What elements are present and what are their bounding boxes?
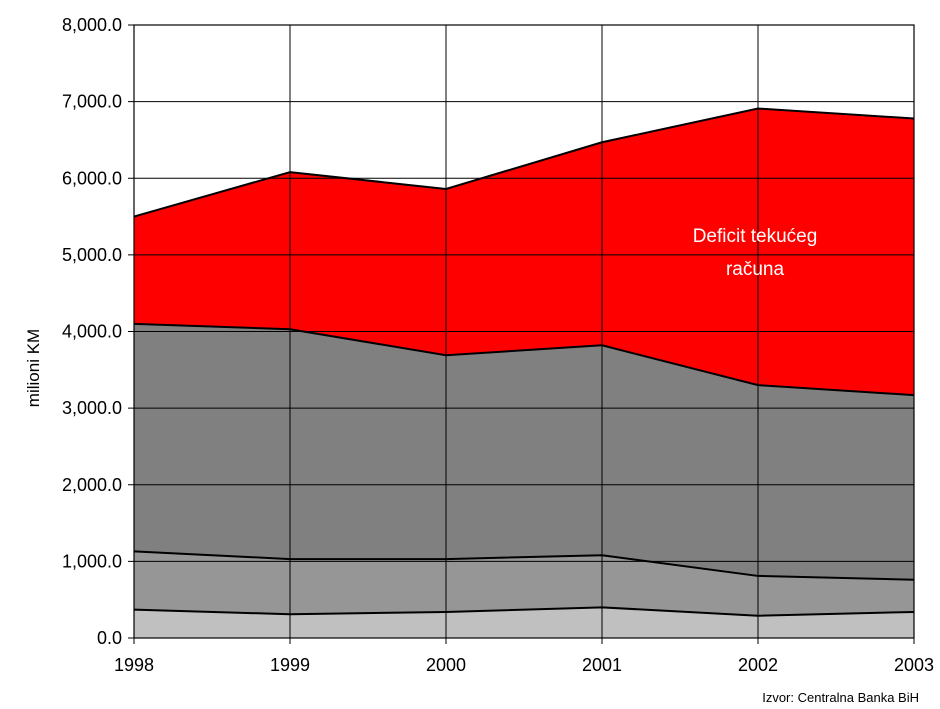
- y-tick-label: 0.0: [97, 628, 122, 648]
- area-series-4: [134, 108, 914, 396]
- series-line-3: [133, 322, 915, 397]
- area-series-3: [134, 323, 914, 580]
- gridlines: [134, 25, 914, 638]
- y-tick-label: 7,000.0: [62, 92, 122, 112]
- y-tick-label: 8,000.0: [62, 15, 122, 35]
- x-tick-label: 2000: [426, 655, 466, 675]
- source-note: Izvor: Centralna Banka BiH: [762, 690, 919, 705]
- y-tick-label: 3,000.0: [62, 398, 122, 418]
- series-outlines: [133, 107, 915, 617]
- x-tick-label: 1999: [270, 655, 310, 675]
- x-tick-label: 2001: [582, 655, 622, 675]
- x-axis-ticks: 1998 1999 2000 2001 2002 2003: [114, 638, 934, 675]
- area-series-1: [134, 607, 914, 638]
- y-tick-label: 6,000.0: [62, 168, 122, 188]
- annotations: Deficit tekućeg računa: [693, 226, 818, 280]
- area-layer: [134, 108, 914, 638]
- series-line-2: [133, 550, 915, 581]
- series-line-1: [133, 606, 915, 617]
- series-line-4: [133, 107, 915, 218]
- y-tick-label: 2,000.0: [62, 475, 122, 495]
- x-tick-label: 2002: [738, 655, 778, 675]
- y-tick-label: 1,000.0: [62, 551, 122, 571]
- x-tick-label: 2003: [894, 655, 934, 675]
- y-axis-title: milioni KM: [24, 329, 43, 407]
- deficit-annotation-line: Deficit tekućeg: [693, 226, 818, 247]
- area-series-2: [134, 551, 914, 616]
- y-axis-ticks: 0.0 1,000.0 2,000.0 3,000.0 4,000.0 5,000.0 6,…: [62, 15, 134, 648]
- deficit-annotation-line: računa: [726, 259, 785, 280]
- y-tick-label: 5,000.0: [62, 245, 122, 265]
- x-tick-label: 1998: [114, 655, 154, 675]
- y-tick-label: 4,000.0: [62, 322, 122, 342]
